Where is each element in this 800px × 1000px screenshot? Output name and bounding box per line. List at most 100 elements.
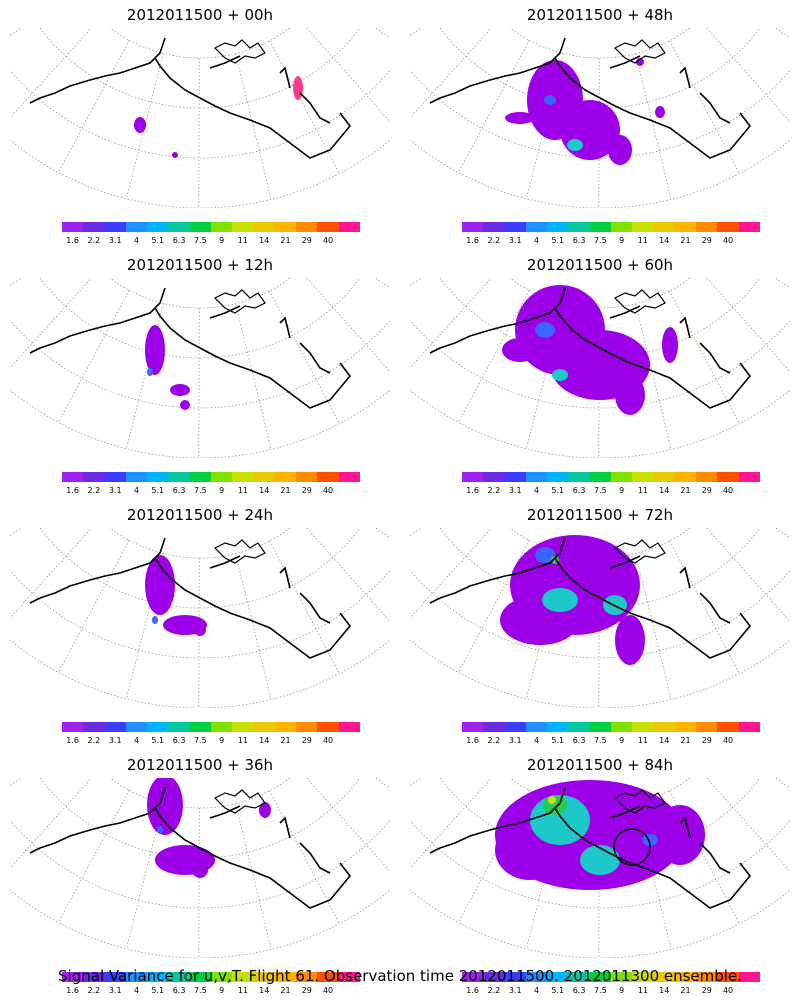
colorbar-swatch [738, 972, 760, 982]
colorbar-swatch [189, 722, 211, 732]
colorbar-swatch [632, 222, 654, 232]
colorbar-tick-label: 29 [701, 486, 712, 495]
colorbar-swatch [274, 222, 297, 232]
colorbar-swatch [653, 222, 675, 232]
colorbar-swatch [696, 972, 718, 982]
colorbar-tick-label: 1.6 [466, 736, 479, 745]
colorbar-tick-label: 21 [680, 986, 691, 995]
panel-title: 2012011500 + 72h [526, 506, 674, 524]
colorbar-swatch [589, 222, 611, 232]
meridian-gridline [374, 778, 390, 789]
colorbar-ticks: 1.6 2.2 3.1 4 5.1 6.3 7.5 9 11 14 21 29 40 [52, 986, 370, 996]
colorbar-tick-label: 40 [322, 986, 334, 995]
colorbar-tick-label: 11 [237, 986, 249, 995]
variance-contour [192, 862, 208, 878]
colorbar-tick-label: 6.3 [172, 736, 186, 745]
colorbar-tick-label: 40 [722, 236, 734, 245]
meridian-gridline [669, 40, 740, 174]
colorbar-tick-label: 40 [322, 486, 334, 495]
meridian-gridline [410, 278, 492, 369]
colorbar-swatch [525, 472, 548, 482]
colorbar-swatch [210, 222, 233, 232]
observation-circle [613, 828, 651, 866]
panel-title: 2012011500 + 84h [526, 756, 674, 774]
colorbar-swatch [504, 972, 526, 982]
colorbar-tick-label: 11 [637, 486, 649, 495]
colorbar-swatch [717, 972, 739, 982]
colorbar-swatch [296, 972, 318, 982]
colorbar-tick-label: 14 [259, 986, 270, 995]
colorbar-swatch [189, 472, 211, 482]
colorbar-tick-label: 40 [722, 736, 734, 745]
colorbar-swatch [738, 722, 760, 732]
colorbar-swatch [547, 472, 569, 482]
colorbar-tick-label: 9 [619, 736, 625, 745]
colorbar-tick-label: 14 [259, 236, 270, 245]
colorbar-tick-label: 29 [301, 486, 312, 495]
colorbar-swatch [104, 472, 126, 482]
colorbar-swatch [232, 222, 254, 232]
colorbar-swatch [525, 972, 548, 982]
map-panel: 2012011500 + 00h 1.6 2.2 3.1 4 5.1 6.3 7.5 9 11 14… [0, 0, 400, 250]
variance-contour [662, 327, 678, 363]
colorbar-tick-label: 5.1 [551, 236, 565, 245]
colorbar-tick-label: 4 [133, 236, 140, 245]
map-panel: 2012011500 + 60h 1.6 2.2 3.1 4 5.1 6.3 7.5 9 11 14… [400, 250, 800, 500]
colorbar-tick-label: 11 [237, 486, 249, 495]
latitude-gridline [39, 528, 361, 609]
meridian-gridline [10, 528, 23, 537]
variance-contour [172, 152, 178, 158]
colorbar-swatch [547, 222, 569, 232]
colorbar-swatch [104, 722, 126, 732]
meridian-gridline [374, 528, 390, 539]
latitude-gridline [39, 28, 361, 109]
colorbar-tick-label: 7.5 [593, 986, 607, 995]
panel-title: 2012011500 + 24h [126, 506, 274, 524]
colorbar-swatch [338, 222, 360, 232]
colorbar-swatch [483, 472, 505, 482]
variance-contour [636, 58, 644, 66]
colorbar-tick-label: 9 [619, 236, 625, 245]
latitude-gridline [410, 889, 790, 958]
colorbar-swatch [125, 222, 148, 232]
meridian-gridline [198, 57, 200, 208]
variance-contour [542, 588, 578, 612]
colorbar-swatch [674, 972, 697, 982]
latitude-gridline [410, 139, 790, 208]
meridian-gridline [306, 278, 390, 373]
colorbar-tick-label: 7.5 [593, 236, 607, 245]
meridian-gridline [10, 528, 92, 619]
coastline [429, 287, 752, 409]
coastline [29, 787, 352, 909]
meridian-gridline [58, 40, 130, 173]
colorbar-tick-label: 4 [133, 986, 140, 995]
colorbar [462, 472, 760, 482]
colorbar-tick-label: 2.2 [87, 736, 101, 745]
map-panel: 2012011500 + 48h 1.6 2.2 3.1 4 5.1 6.3 7.5 9 11 14… [400, 0, 800, 250]
colorbar-swatch [125, 472, 148, 482]
latitude-gridline [410, 639, 790, 708]
colorbar-swatch [504, 222, 526, 232]
meridian-gridline [235, 53, 272, 200]
colorbar-tick-label: 3.1 [508, 486, 522, 495]
colorbar-tick-label: 2.2 [87, 486, 101, 495]
colorbar-tick-label: 21 [680, 236, 691, 245]
meridian-gridline [669, 290, 740, 424]
colorbar-swatch [462, 222, 484, 232]
variance-contour [145, 555, 175, 615]
colorbar-swatch [83, 972, 105, 982]
colorbar-tick-label: 4 [533, 736, 540, 745]
colorbar-swatch [610, 722, 633, 732]
variance-contour [655, 106, 665, 118]
colorbar-swatch [568, 972, 590, 982]
variance-contour [194, 624, 206, 636]
colorbar-swatch [210, 722, 233, 732]
colorbar-tick-label: 21 [280, 986, 291, 995]
colorbar-tick-label: 7.5 [193, 486, 207, 495]
polar-map [10, 278, 390, 458]
meridian-gridline [269, 540, 340, 674]
colorbar-swatch [317, 472, 339, 482]
colorbar-swatch [483, 222, 505, 232]
meridian-gridline [774, 28, 790, 39]
colorbar-tick-label: 14 [659, 486, 670, 495]
